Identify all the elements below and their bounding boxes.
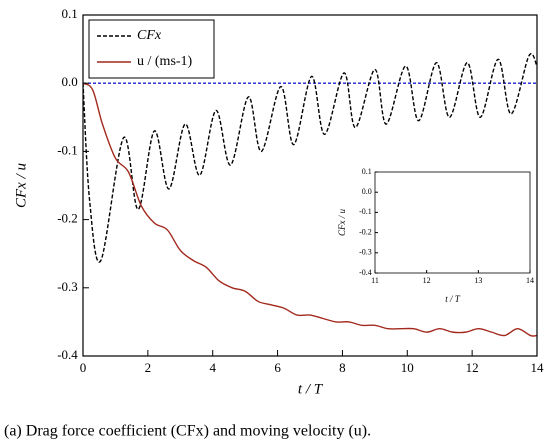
x-axis-label: t / T xyxy=(445,294,461,304)
x-tick-label: 14 xyxy=(526,276,534,285)
y-tick-label: -0.2 xyxy=(359,227,372,236)
x-tick-label: 12 xyxy=(423,276,431,285)
y-tick-label: 0.1 xyxy=(362,167,372,176)
x-tick-label: 0 xyxy=(80,360,87,375)
x-tick-label: 12 xyxy=(466,360,479,375)
series-line xyxy=(83,53,537,263)
legend-box xyxy=(88,19,215,79)
legend-label: CFx xyxy=(137,28,162,43)
x-tick-label: 14 xyxy=(531,360,545,375)
y-tick-label: -0.3 xyxy=(57,279,78,294)
y-tick-label: 0.0 xyxy=(62,74,78,89)
x-tick-label: 10 xyxy=(401,360,414,375)
plot-frame xyxy=(82,14,538,357)
plot xyxy=(83,53,537,337)
caption: (a) Drag force coefficient (CFx) and mov… xyxy=(4,423,371,440)
y-axis-label: CFx / u xyxy=(337,209,347,236)
x-tick-label: 8 xyxy=(339,360,346,375)
series-line xyxy=(83,82,537,337)
inset-background xyxy=(375,172,530,273)
y-tick-label: -0.4 xyxy=(359,268,372,277)
x-tick-label: 11 xyxy=(371,276,379,285)
y-tick-label: -0.2 xyxy=(57,211,78,226)
y-tick-label: 0.0 xyxy=(362,187,372,196)
y-axis-label: CFx / u xyxy=(13,163,29,208)
x-axis-label: t / T xyxy=(298,381,324,397)
x-tick-label: 13 xyxy=(474,276,482,285)
y-tick-label: -0.1 xyxy=(359,207,372,216)
x-tick-label: 4 xyxy=(209,360,216,375)
x-tick-label: 2 xyxy=(145,360,152,375)
y-tick-label: -0.3 xyxy=(359,248,372,257)
x-tick-label: 6 xyxy=(274,360,281,375)
plot-frame xyxy=(374,171,531,274)
y-tick-label: -0.1 xyxy=(57,142,78,157)
y-tick-label: 0.1 xyxy=(62,6,78,21)
legend-label: u / (ms-1) xyxy=(137,54,193,69)
y-tick-label: -0.4 xyxy=(57,347,78,362)
